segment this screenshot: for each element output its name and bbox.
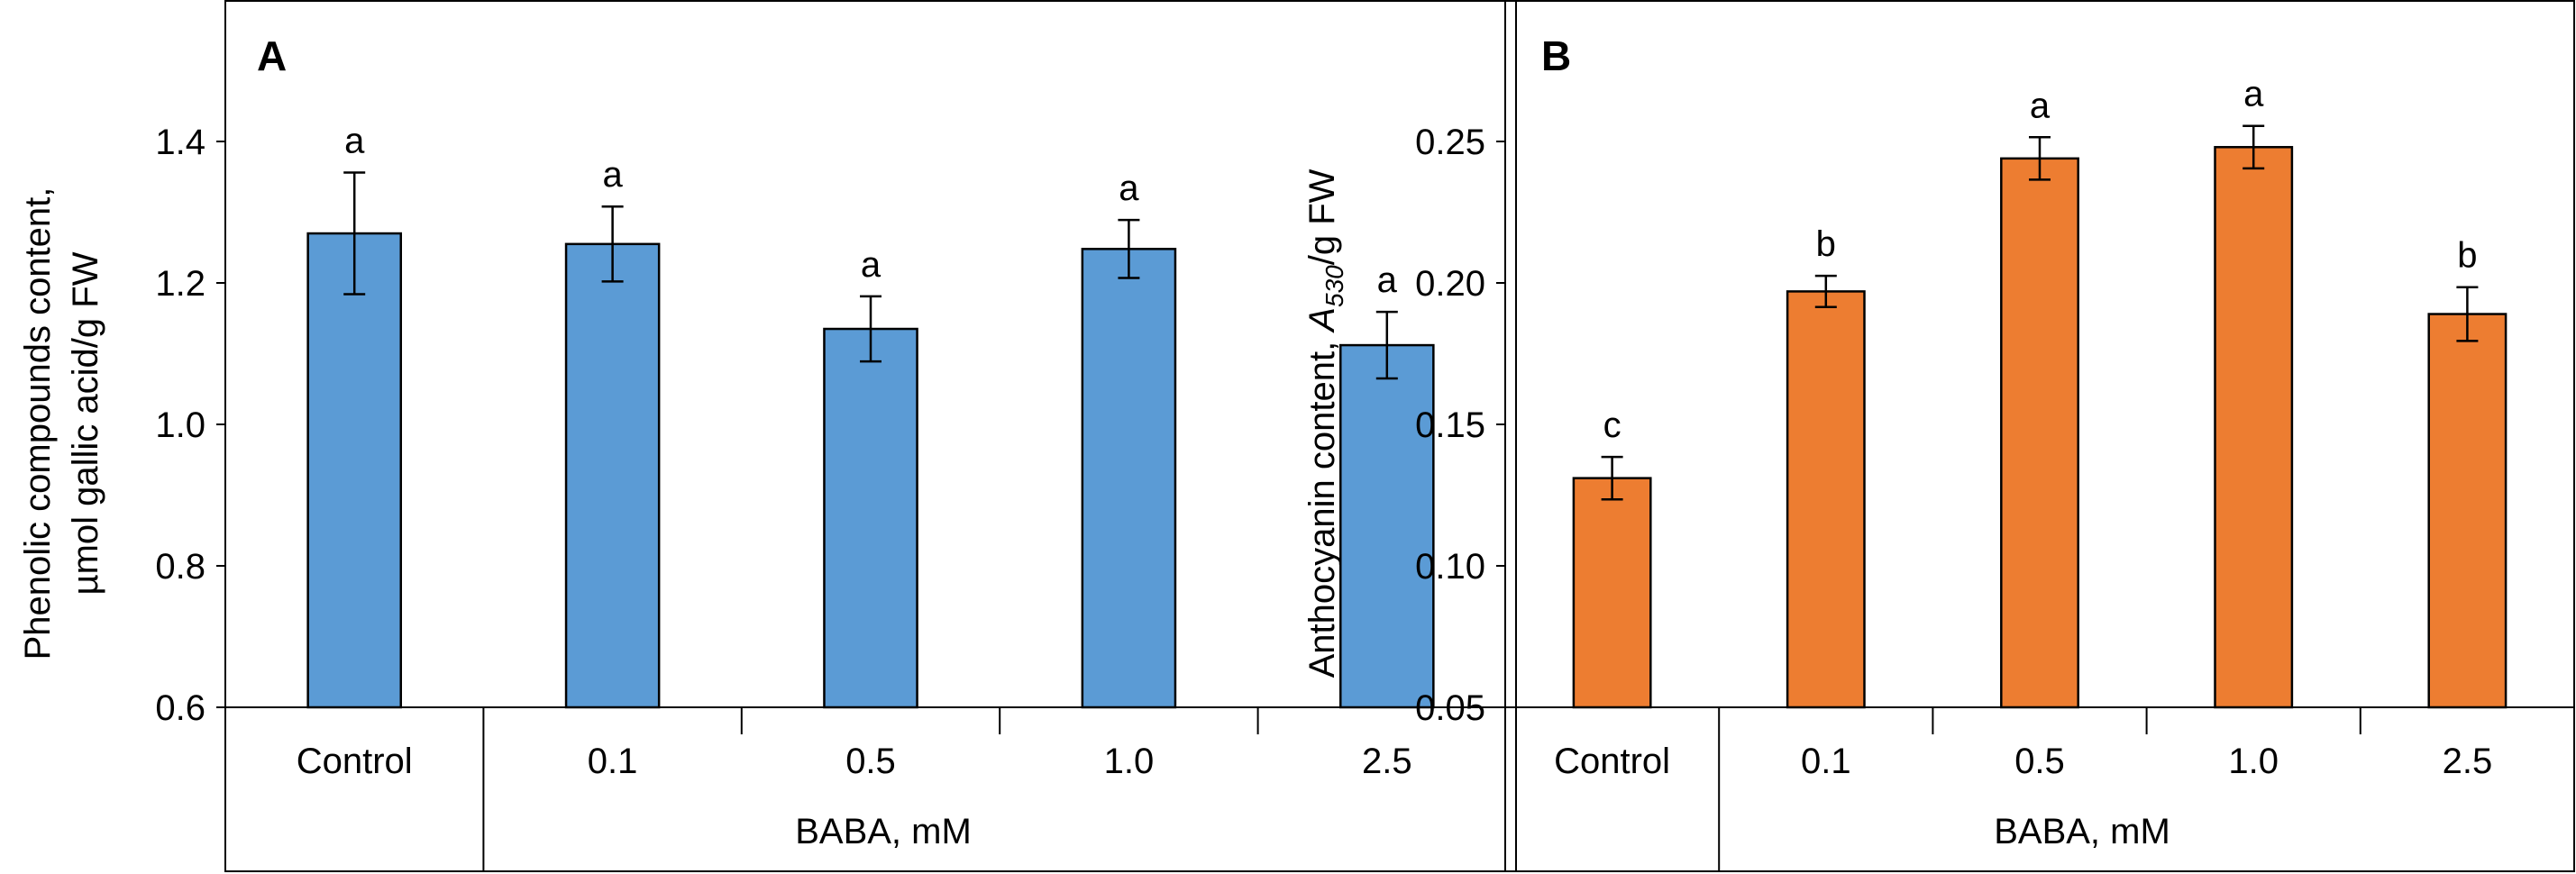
panel-a-ylabel-line1: Phenolic compounds content, [18,187,58,660]
panel-a: A Phenolic compounds content, µmol galli… [18,0,1517,872]
x-category-label: Control [1554,742,1670,781]
panel-a-label: A [257,32,287,79]
x-category-label: 1.0 [1104,742,1155,781]
significance-letter: a [1119,168,1139,208]
bar [1786,290,1866,709]
panel-b-ylabel-sub: 530 [1320,265,1348,307]
significance-letter: a [344,122,365,161]
bar [564,242,661,709]
panel-a-x-group-label: BABA, mM [795,812,972,851]
bar [1338,343,1435,709]
x-category-label: 0.1 [588,742,638,781]
significance-letter: b [1816,224,1836,264]
panel-b-frame [1504,0,2575,872]
significance-letter: c [1603,405,1621,445]
significance-letter: b [2457,236,2477,276]
significance-letter: a [861,245,882,285]
panel-b-ylabel: Anthocyanin content, A530/g FW [1302,168,1348,678]
panel-b-significance-letters: c b a a b [1603,75,2478,445]
bar [2000,157,2079,709]
x-category-label: 0.5 [845,742,896,781]
bar [1081,248,1177,709]
y-tick-label: 1.2 [155,264,206,304]
x-category-label: 0.1 [1801,742,1851,781]
bar [1572,477,1652,709]
panel-a-ylabel-line2: µmol gallic acid/g FW [66,251,105,595]
panel-a-significance-letters: a a a a a [344,122,1398,301]
x-category-label: 0.5 [2014,742,2065,781]
panel-b: B Anthocyanin content, A530/g FW 0.05 0.1… [1302,0,2575,872]
bar [2427,313,2507,709]
y-tick-label: 0.6 [155,688,206,728]
y-tick-label: 1.0 [155,405,206,445]
y-tick-label: 0.25 [1415,123,1485,162]
significance-letter: a [1377,260,1398,300]
x-category-label: Control [297,742,413,781]
bar [823,327,918,709]
panel-b-ylabel-italic: A [1302,307,1342,333]
x-category-label: 1.0 [2228,742,2279,781]
y-tick-label: 0.10 [1415,547,1485,587]
panel-b-ylabel-suffix: /g FW [1302,168,1342,265]
panel-b-label: B [1541,32,1571,79]
panel-b-bars [1572,146,2507,709]
panel-a-frame [224,0,1517,872]
significance-letter: a [2243,75,2264,114]
y-tick-label: 0.15 [1415,405,1485,445]
panel-a-x-categories: Control 0.1 0.5 1.0 2.5 [297,742,1412,781]
y-tick-label: 0.20 [1415,264,1485,304]
panel-b-error-bars [1601,124,2479,501]
y-tick-label: 0.05 [1415,688,1485,728]
bar [306,232,403,709]
y-tick-label: 1.4 [155,123,206,162]
bar [2214,146,2294,709]
y-tick-label: 0.8 [155,547,206,587]
significance-letter: a [602,155,623,195]
panel-b-x-categories: Control 0.1 0.5 1.0 2.5 [1554,742,2492,781]
x-category-label: 2.5 [2443,742,2493,781]
panel-b-y-axis: 0.05 0.10 0.15 0.20 0.25 [1415,123,2574,871]
x-category-label: 2.5 [1362,742,1412,781]
significance-letter: a [2030,86,2051,125]
panel-a-error-bars [343,171,1398,380]
panel-b-x-group-label: BABA, mM [1994,812,2170,851]
panel-b-ylabel-prefix: Anthocyanin content, [1302,332,1342,678]
